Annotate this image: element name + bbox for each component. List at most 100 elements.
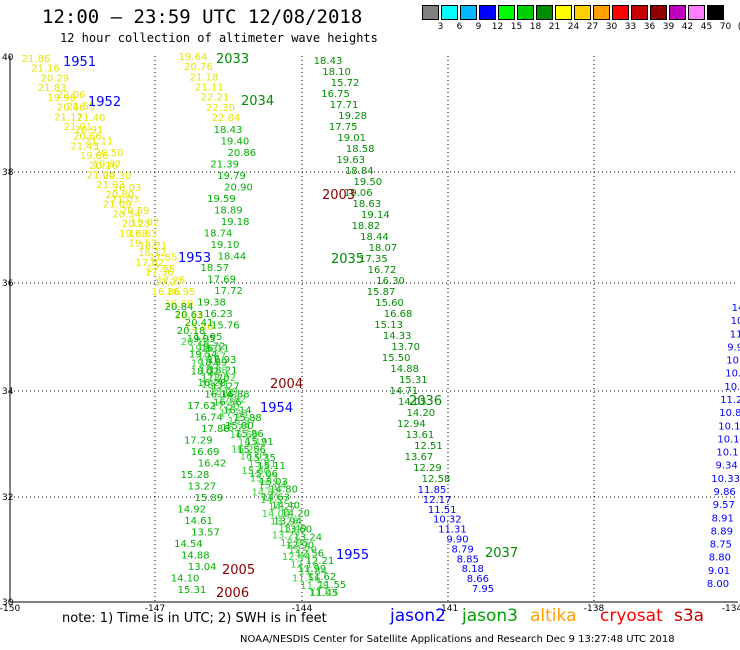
- track-2033-value: 20.90: [224, 183, 253, 194]
- track-1951-value: 21.16: [31, 64, 60, 75]
- track-2036-value: 8.66: [467, 574, 489, 585]
- track-2034-value: 19.14: [361, 210, 390, 221]
- track-2036-value: 10.32: [433, 515, 462, 526]
- track-1954-value: 12.44: [282, 552, 311, 563]
- track-1953-value: 16.56: [213, 397, 242, 408]
- track-1954-value: 14.82: [251, 488, 280, 499]
- track-2034-value: 12.29: [413, 463, 442, 474]
- pass-label-2003: 2003: [322, 188, 355, 203]
- track-1954-value: 12.95: [280, 538, 309, 549]
- track-2033-value: 21.18: [190, 72, 219, 83]
- track-1953-value: 14.80: [269, 485, 298, 496]
- scale-swatch: [593, 5, 610, 20]
- track-right-value: 10.: [724, 382, 740, 393]
- track-1953-value: 13.94: [273, 517, 302, 528]
- track-2033-value: 15.76: [211, 321, 240, 332]
- track-1952-value: 15.86: [185, 322, 214, 333]
- track-2034-value: 18.43: [314, 56, 343, 67]
- scale-swatch: [650, 5, 667, 20]
- lon-tick-label: -150: [0, 604, 20, 614]
- track-1954-value: 18.31: [201, 380, 230, 391]
- track-2033-value: 13.27: [188, 482, 217, 493]
- track-2034-value: 18.84: [345, 166, 374, 177]
- track-1953-value: 15.80: [225, 421, 254, 432]
- credit-text: NOAA/NESDIS Center for Satellite Applica…: [240, 634, 675, 645]
- track-1953-value: 11.55: [318, 580, 347, 591]
- scale-swatch: [536, 5, 553, 20]
- page-title: 12:00 – 23:59 UTC 12/08/2018: [42, 6, 363, 28]
- track-1952-value: 20.50: [95, 148, 124, 159]
- track-1953-value: 13.60: [283, 524, 312, 535]
- track-1951-value: 21.43: [70, 141, 99, 152]
- track-2034-value: 18.82: [352, 221, 381, 232]
- track-2033-value: 19.59: [207, 194, 236, 205]
- scale-label: 45: [700, 22, 713, 32]
- track-1953-value: 15.86: [235, 429, 264, 440]
- track-2033-value: 18.43: [214, 125, 243, 136]
- pass-label-1952: 1952: [88, 95, 121, 110]
- scale-label: 36: [643, 22, 656, 32]
- track-2033-value: 19.18: [221, 217, 250, 228]
- track-2034-value: 12.94: [397, 419, 426, 430]
- pass-label-2034: 2034: [241, 94, 274, 109]
- legend-item-cryosat: cryosat: [600, 606, 663, 626]
- track-1952-value: 20.91: [75, 125, 104, 136]
- track-2036-value: 8.79: [451, 544, 473, 555]
- track-1952-value: 19.82: [131, 218, 160, 229]
- track-right-value: 14: [732, 303, 740, 314]
- track-1954-value: 19.83: [189, 344, 218, 355]
- track-1953-value: 12.90: [286, 540, 315, 551]
- scale-swatch: [517, 5, 534, 20]
- track-1953-value: 16.14: [223, 405, 252, 416]
- track-1954-value: 17.23: [219, 409, 248, 420]
- track-2033-value: 19.64: [179, 52, 208, 63]
- track-1952-value: 17.55: [147, 264, 176, 275]
- track-2033-value: 16.93: [208, 355, 237, 366]
- track-1953-value: 14.40: [271, 501, 300, 512]
- legend-item-altika: altika: [530, 606, 577, 626]
- track-2033-value: 19.79: [217, 171, 246, 182]
- track-2034-value: 14.33: [383, 331, 412, 342]
- track-1954-value: 14.04: [262, 509, 291, 520]
- track-2036-value: 9.90: [446, 535, 468, 546]
- scale-label: 21: [548, 22, 561, 32]
- track-2034-value: 12.51: [414, 441, 443, 452]
- track-2033-value: 22.21: [201, 93, 230, 104]
- track-2033-value: 14.88: [181, 551, 210, 562]
- track-2034-value: 19.28: [338, 111, 367, 122]
- track-2033-value: 16.28: [197, 378, 226, 389]
- track-right-value: 10.33: [711, 474, 740, 485]
- track-right-value: 8.75: [710, 540, 732, 551]
- track-1954-value: 15.60: [241, 466, 270, 477]
- track-1952-value: 20.30: [103, 171, 132, 182]
- track-1954-value: 16.75: [221, 423, 250, 434]
- pass-label-1953: 1953: [178, 251, 211, 266]
- pass-label-2006: 2006: [216, 586, 249, 601]
- track-1954-value: 16.20: [231, 445, 260, 456]
- track-1952-value: 22.06: [57, 90, 86, 101]
- track-1951-value: 20.54: [112, 209, 141, 220]
- pass-label-2033: 2033: [216, 52, 249, 67]
- track-1953-value: 16.88: [221, 389, 250, 400]
- track-1954-value: 19.67: [197, 351, 226, 362]
- track-2034-value: 16.72: [368, 265, 397, 276]
- scale-swatch: [422, 5, 439, 20]
- track-1954-value: 15.81: [248, 459, 277, 470]
- track-2033-value: 16.74: [194, 413, 223, 424]
- track-2034-value: 15.50: [382, 353, 411, 364]
- lat-tick-label: 30: [2, 598, 14, 608]
- track-1953-value: 11.99: [298, 564, 327, 575]
- track-1951-value: 20.66: [73, 132, 102, 143]
- scale-label: 70: [719, 22, 732, 32]
- track-right-value: 8.91: [712, 513, 734, 524]
- scale-swatch: [479, 5, 496, 20]
- lon-tick-label: -144: [292, 604, 313, 614]
- track-2034-value: 19.01: [337, 133, 366, 144]
- track-1952-value: 20.03: [113, 183, 142, 194]
- track-right-value: 10: [731, 316, 740, 327]
- track-1953-value: 15.35: [247, 453, 276, 464]
- track-2034-value: 19.63: [336, 155, 365, 166]
- track-2034-value: 15.60: [375, 298, 404, 309]
- track-2034-value: 19.06: [344, 188, 373, 199]
